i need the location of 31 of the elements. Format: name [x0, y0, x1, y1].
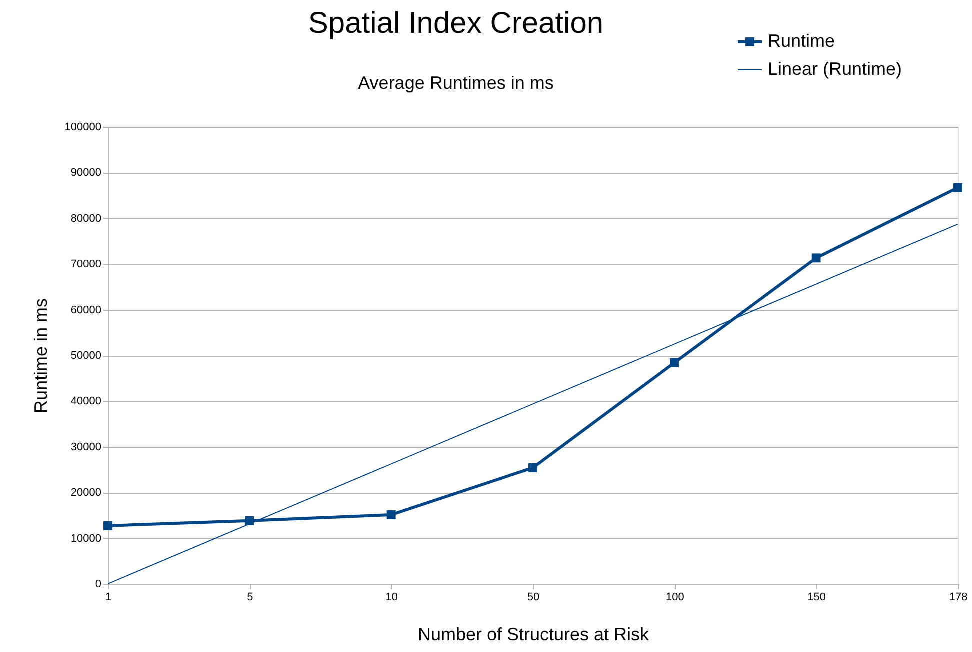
point [386, 510, 396, 520]
point [528, 463, 538, 472]
x-tick-label: 50 [527, 592, 540, 604]
x-tick-label: 5 [247, 592, 254, 604]
y-axis-title: Runtime in ms [30, 298, 51, 414]
y-tick-label: 40000 [70, 396, 102, 408]
point [104, 521, 112, 530]
y-tick-label: 80000 [70, 212, 102, 225]
point [954, 183, 962, 192]
point [245, 516, 254, 526]
y-tick-label: 60000 [70, 304, 102, 316]
y-tick-label: 50000 [70, 350, 102, 362]
y-tick-label: 20000 [70, 487, 102, 500]
y-tick-label: 70000 [70, 258, 102, 271]
legend-label: Linear (Runtime) [768, 59, 902, 79]
y-tick-label: 0 [95, 578, 102, 590]
x-tick-label: 178 [949, 592, 968, 604]
point [812, 254, 821, 263]
x-tick-label: 10 [386, 592, 398, 604]
y-tick-label: 30000 [70, 441, 102, 454]
chart-title: Spatial Index Creation [308, 7, 604, 40]
y-tick-label: 100000 [64, 122, 102, 134]
x-tick-label: 100 [666, 592, 684, 604]
point [670, 358, 680, 368]
x-tick-label: 150 [808, 592, 826, 604]
legend-label: Runtime [768, 31, 836, 51]
y-tick-label: 10000 [70, 532, 102, 545]
y-tick-label: 90000 [70, 167, 102, 180]
x-tick-label: 1 [105, 592, 112, 604]
chart-subtitle: Average Runtimes in ms [358, 73, 554, 93]
x-axis-title: Number of Structures at Risk [418, 624, 650, 644]
